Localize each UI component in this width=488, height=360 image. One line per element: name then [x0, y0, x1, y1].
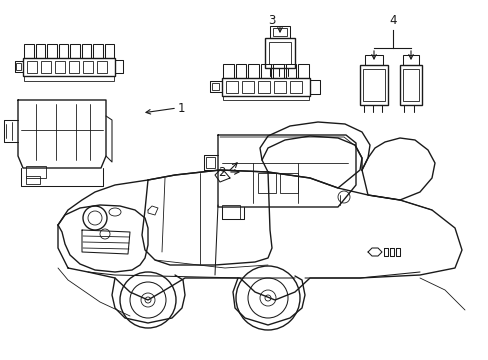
Bar: [41, 61, 51, 73]
Bar: [258, 81, 269, 93]
Bar: [212, 83, 219, 90]
Bar: [364, 55, 382, 65]
Bar: [247, 64, 258, 78]
Bar: [269, 26, 289, 38]
Bar: [24, 44, 34, 58]
Bar: [402, 69, 418, 101]
Bar: [362, 69, 384, 101]
Bar: [273, 64, 283, 78]
Bar: [225, 81, 238, 93]
Bar: [16, 63, 21, 70]
Bar: [26, 166, 46, 178]
Bar: [205, 157, 215, 168]
Bar: [223, 96, 308, 100]
Bar: [359, 65, 387, 105]
Bar: [289, 81, 302, 93]
Bar: [273, 81, 285, 93]
Bar: [268, 42, 290, 64]
Bar: [55, 61, 65, 73]
Bar: [23, 58, 115, 76]
Bar: [285, 64, 296, 78]
Bar: [69, 61, 79, 73]
Bar: [70, 44, 80, 58]
Bar: [26, 176, 40, 184]
Bar: [59, 44, 68, 58]
Bar: [280, 173, 297, 193]
Bar: [402, 55, 418, 65]
Bar: [97, 61, 107, 73]
Bar: [81, 44, 91, 58]
Bar: [222, 78, 309, 96]
Bar: [93, 44, 102, 58]
Bar: [264, 38, 294, 68]
Bar: [298, 64, 308, 78]
Bar: [104, 44, 114, 58]
Text: 2: 2: [218, 166, 225, 179]
Bar: [223, 64, 233, 78]
Bar: [235, 64, 245, 78]
Text: 4: 4: [388, 14, 396, 27]
Bar: [399, 65, 421, 105]
Text: 3: 3: [268, 14, 275, 27]
Text: 1: 1: [178, 102, 185, 114]
Bar: [27, 61, 37, 73]
Bar: [47, 44, 57, 58]
Bar: [260, 64, 271, 78]
Bar: [36, 44, 45, 58]
Bar: [242, 81, 253, 93]
Bar: [272, 28, 286, 36]
Bar: [258, 173, 275, 193]
Bar: [222, 205, 240, 219]
Bar: [24, 76, 114, 81]
Bar: [83, 61, 93, 73]
